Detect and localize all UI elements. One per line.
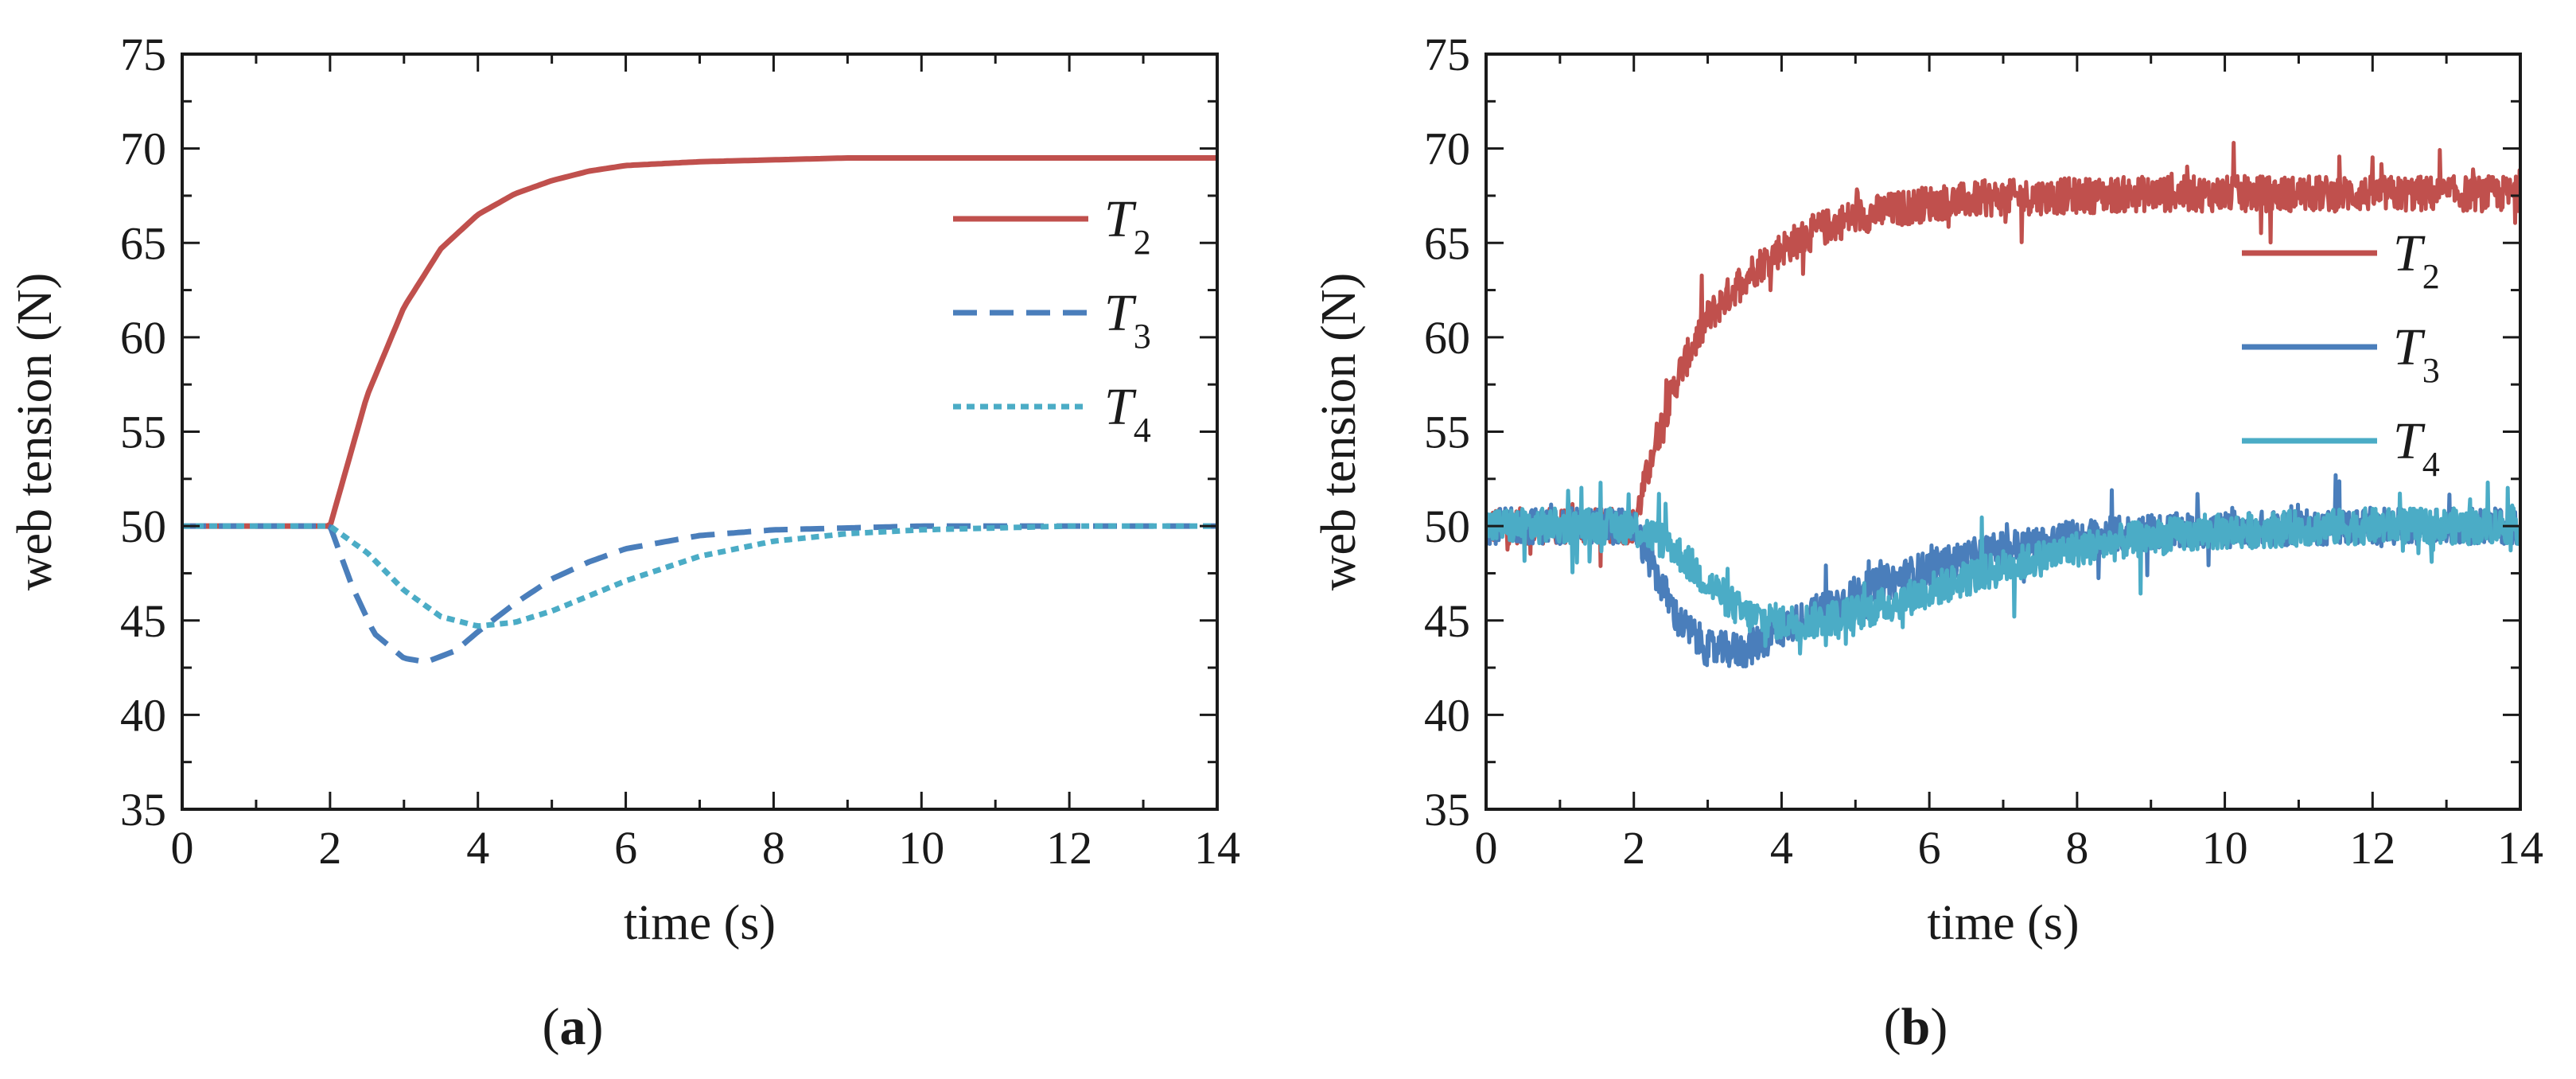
x-tick-label-a: 14 [1194,822,1240,874]
series-line-a-t4 [182,523,1217,629]
legend-subscript-b-t4: 4 [2422,445,2440,484]
series-line-a-t3 [182,523,1217,664]
legend-label-a-t4: T4 [1104,378,1151,450]
y-tick-label-a: 65 [120,217,166,269]
x-tick-label-a: 8 [762,822,785,874]
legend-label-b-t3: T3 [2393,318,2440,390]
legend-label-a-t3: T3 [1104,284,1151,356]
y-axis-title-a: web tension (N) [8,273,62,590]
plot-area-a [182,155,1217,664]
x-tick-label-b: 0 [1475,822,1498,874]
series-line-a-t2 [182,155,1217,529]
x-tick-label-b: 12 [2349,822,2395,874]
legend-label-a-t2: T2 [1104,190,1151,262]
y-tick-label-a: 75 [120,29,166,80]
chart-panel-a: 0 2 4 6 8 10 12 14 35 40 45 50 55 60 65 70 75 time (s) web… [8,29,1240,950]
x-tick-label-a: 10 [898,822,944,874]
y-tick-label-a: 60 [120,312,166,364]
chart-panel-b: 0 2 4 6 8 10 12 14 35 40 45 50 55 60 65 70 75 time (s) web… [1312,29,2543,950]
y-tick-label-a: 50 [120,501,166,552]
x-axis-title-a: time (s) [624,896,776,950]
panel-letter-b: b [1901,998,1931,1056]
x-tick-label-a: 12 [1046,822,1092,874]
y-tick-label-b: 55 [1424,407,1470,458]
legend-label-b-t4: T4 [2393,412,2440,484]
series-line-b-t2 [1486,141,2520,568]
plot-frame-b [1485,53,2522,811]
x-tick-label-b: 6 [1918,822,1941,874]
y-tick-label-b: 60 [1424,312,1470,364]
y-tick-label-a: 40 [120,689,166,741]
x-tick-label-b: 8 [2065,822,2088,874]
y-tick-label-a: 70 [120,123,166,175]
legend-label-b-t2: T2 [2393,224,2440,296]
legend-subscript-b-t3: 3 [2422,351,2440,390]
y-tick-label-b: 35 [1424,784,1470,836]
y-tick-label-b: 40 [1424,689,1470,741]
x-tick-label-b: 4 [1770,822,1793,874]
plot-area-b [1486,141,2520,668]
x-tick-label-b: 10 [2202,822,2248,874]
y-tick-label-b: 75 [1424,29,1470,80]
y-tick-label-b: 45 [1424,595,1470,647]
series-line-b-t4 [1486,480,2520,656]
x-tick-label-a: 6 [614,822,637,874]
x-tick-label-a: 4 [466,822,489,874]
x-axis-title-b: time (s) [1927,896,2079,950]
panel-label-b: (b) [1884,998,1948,1056]
legend-subscript-b-t2: 2 [2422,257,2440,296]
y-tick-label-a: 45 [120,595,166,647]
legend-subscript-a-t4: 4 [1134,411,1151,450]
y-tick-label-a: 35 [120,784,166,836]
panel-letter-a: a [560,998,586,1056]
legend-subscript-a-t3: 3 [1134,317,1151,356]
panel-label-a: (a) [543,998,604,1056]
y-tick-label-b: 65 [1424,217,1470,269]
x-tick-label-b: 2 [1622,822,1645,874]
x-tick-label-b: 14 [2497,822,2543,874]
legend-subscript-a-t2: 2 [1134,223,1151,262]
y-tick-label-a: 55 [120,407,166,458]
y-tick-label-b: 50 [1424,501,1470,552]
x-tick-label-a: 2 [318,822,341,874]
y-tick-label-b: 70 [1424,123,1470,175]
x-tick-label-a: 0 [171,822,194,874]
y-axis-title-b: web tension (N) [1312,273,1366,590]
plot-frame-a [181,53,1219,811]
